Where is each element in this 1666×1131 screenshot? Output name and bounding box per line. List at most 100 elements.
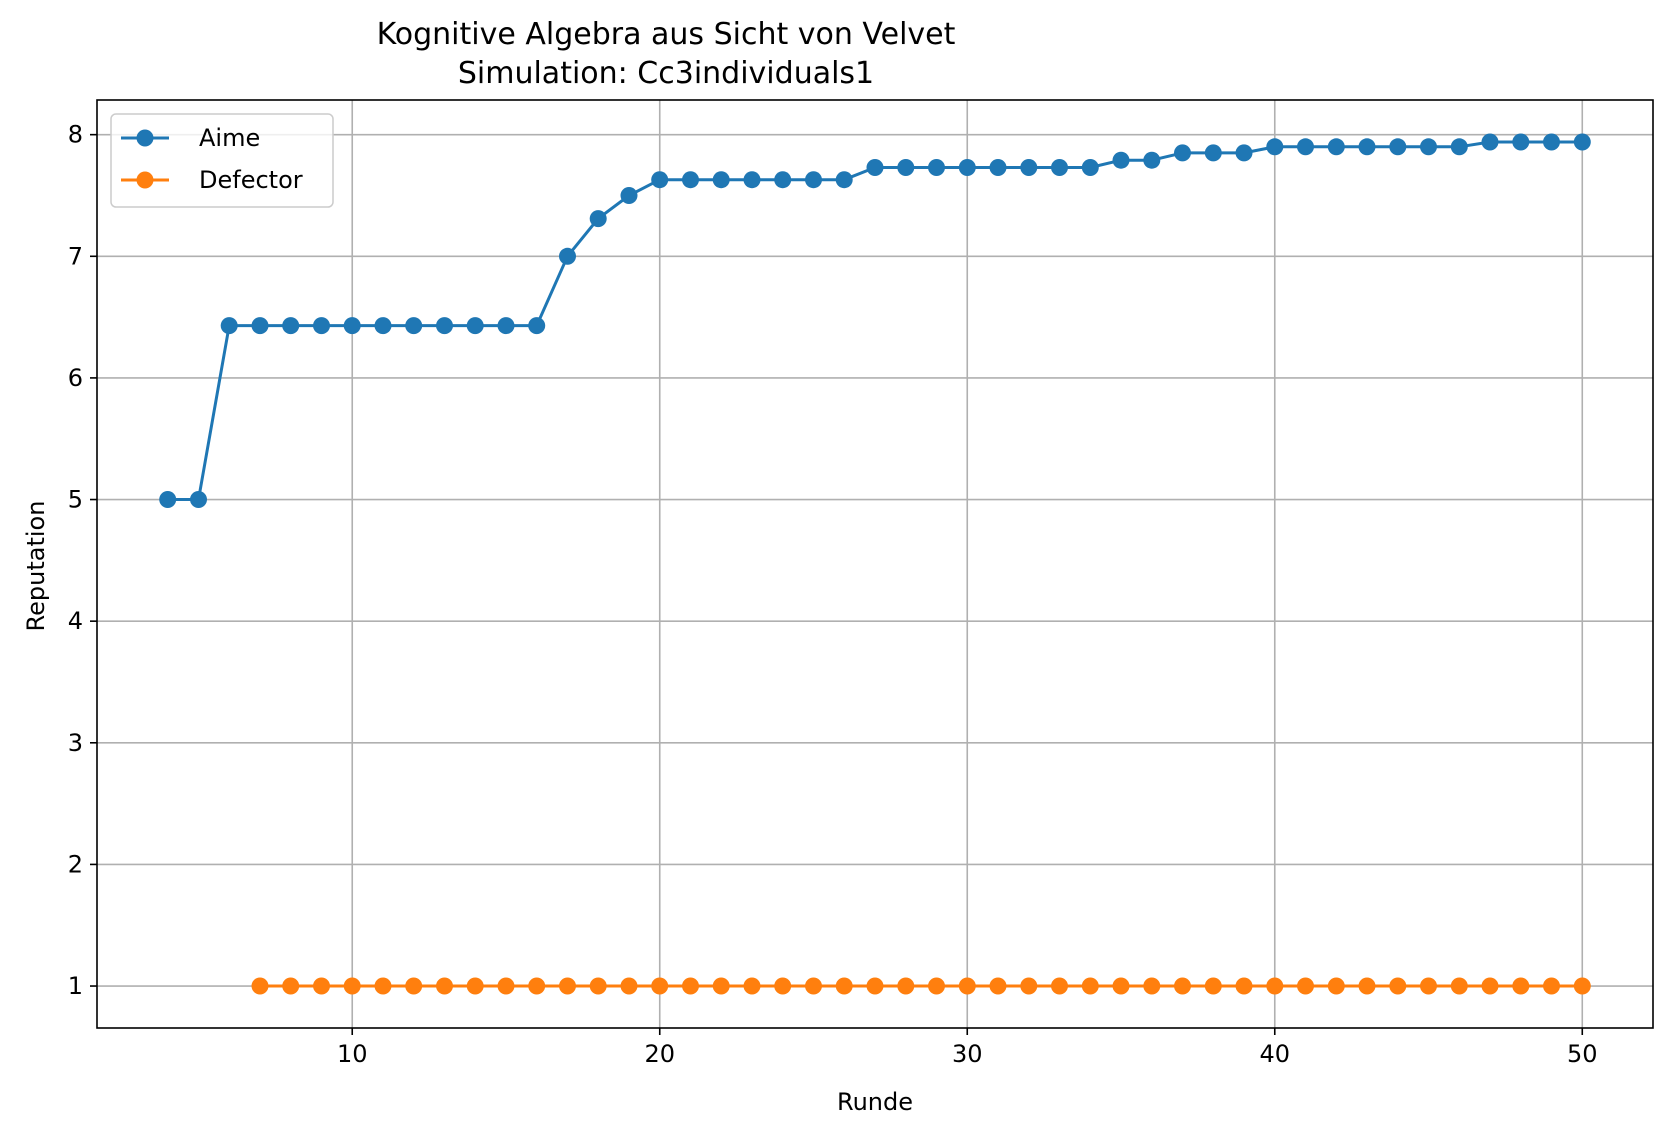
- data-point-defector: [712, 977, 730, 995]
- data-point-defector: [1297, 977, 1314, 995]
- data-point-defector: [743, 977, 761, 995]
- x-tick-label: 40: [1259, 1040, 1290, 1068]
- data-point-defector: [374, 977, 392, 995]
- data-point-defector: [928, 977, 945, 995]
- data-point-aime: [805, 171, 822, 189]
- data-point-aime: [1235, 144, 1253, 162]
- data-point-aime: [1512, 133, 1530, 151]
- data-point-defector: [989, 977, 1007, 995]
- data-point-aime: [220, 317, 238, 335]
- data-point-defector: [282, 977, 300, 995]
- data-point-aime: [897, 159, 915, 176]
- data-point-aime: [1204, 144, 1222, 162]
- data-point-defector: [1481, 977, 1499, 995]
- data-point-aime: [1420, 138, 1437, 156]
- x-tick-label: 10: [337, 1040, 368, 1068]
- series-layer: [159, 133, 1591, 995]
- data-point-defector: [805, 977, 822, 995]
- data-point-aime: [1020, 159, 1038, 176]
- data-point-aime: [928, 159, 945, 176]
- data-point-aime: [620, 187, 638, 204]
- data-point-aime: [190, 491, 207, 508]
- grid: [97, 100, 1653, 1028]
- chart-title: Kognitive Algebra aus Sicht von Velvet: [377, 17, 956, 52]
- data-point-defector: [1389, 977, 1407, 995]
- legend-marker-defector: [136, 171, 154, 189]
- data-point-defector: [1143, 977, 1161, 995]
- data-point-defector: [497, 977, 515, 995]
- data-point-aime: [1112, 151, 1130, 169]
- data-point-defector: [589, 977, 607, 995]
- data-point-aime: [1573, 133, 1591, 151]
- data-point-aime: [835, 171, 853, 189]
- x-tick-label: 30: [952, 1040, 983, 1068]
- y-tick-label: 1: [68, 972, 83, 1000]
- data-point-defector: [1420, 977, 1437, 995]
- data-point-defector: [1327, 977, 1345, 995]
- data-point-aime: [251, 317, 269, 335]
- x-tick-label: 50: [1567, 1040, 1598, 1068]
- data-point-defector: [1112, 977, 1130, 995]
- data-point-defector: [1266, 977, 1284, 995]
- data-point-aime: [282, 317, 300, 335]
- data-point-aime: [343, 317, 361, 335]
- data-point-defector: [1512, 977, 1530, 995]
- data-point-aime: [559, 247, 576, 265]
- data-point-aime: [1081, 159, 1099, 176]
- series-aime: [159, 133, 1591, 508]
- data-point-defector: [682, 977, 699, 995]
- data-point-defector: [528, 977, 546, 995]
- data-point-aime: [1143, 151, 1161, 169]
- data-point-defector: [1543, 977, 1560, 995]
- y-tick-label: 5: [68, 486, 83, 514]
- data-point-aime: [989, 159, 1007, 176]
- data-point-aime: [1481, 133, 1499, 151]
- data-point-defector: [436, 977, 453, 995]
- data-point-defector: [1081, 977, 1099, 995]
- data-point-aime: [1297, 138, 1314, 156]
- legend: Aime Defector: [110, 113, 334, 208]
- data-point-defector: [897, 977, 915, 995]
- data-point-defector: [774, 977, 792, 995]
- axes-frame: [96, 99, 1654, 1029]
- data-point-aime: [712, 171, 730, 189]
- data-point-aime: [528, 317, 546, 335]
- y-tick-label: 8: [68, 121, 83, 149]
- data-point-aime: [958, 159, 976, 176]
- data-point-aime: [1450, 138, 1468, 156]
- y-tick-label: 4: [68, 607, 83, 635]
- data-point-defector: [1051, 977, 1068, 995]
- data-point-defector: [1573, 977, 1591, 995]
- y-axis-label: Reputation: [22, 501, 50, 632]
- y-tick-label: 2: [68, 850, 83, 878]
- x-axis-label: Runde: [837, 1088, 913, 1116]
- x-tick-label: 20: [644, 1040, 675, 1068]
- data-point-defector: [866, 977, 884, 995]
- data-point-defector: [466, 977, 484, 995]
- data-point-defector: [958, 977, 976, 995]
- data-point-aime: [374, 317, 392, 335]
- legend-label-defector: Defector: [199, 166, 303, 194]
- data-point-aime: [774, 171, 792, 189]
- data-point-defector: [251, 977, 269, 995]
- data-point-defector: [1235, 977, 1253, 995]
- data-point-aime: [313, 317, 330, 335]
- data-point-aime: [1266, 138, 1284, 156]
- data-point-defector: [1450, 977, 1468, 995]
- data-point-defector: [343, 977, 361, 995]
- data-point-defector: [1358, 977, 1376, 995]
- data-point-aime: [159, 491, 177, 508]
- y-tick-label: 6: [68, 364, 83, 392]
- data-point-defector: [1174, 977, 1191, 995]
- series-defector: [251, 977, 1591, 995]
- data-point-aime: [1051, 159, 1068, 176]
- data-point-aime: [1174, 144, 1191, 162]
- ticks: 10 20 30 40 50 1 2 3 4 5 6 7 8: [68, 121, 1598, 1068]
- data-point-aime: [866, 159, 884, 176]
- data-point-aime: [405, 317, 423, 335]
- data-point-aime: [436, 317, 453, 335]
- data-point-aime: [589, 210, 607, 228]
- data-point-aime: [466, 317, 484, 335]
- data-point-aime: [1543, 133, 1560, 151]
